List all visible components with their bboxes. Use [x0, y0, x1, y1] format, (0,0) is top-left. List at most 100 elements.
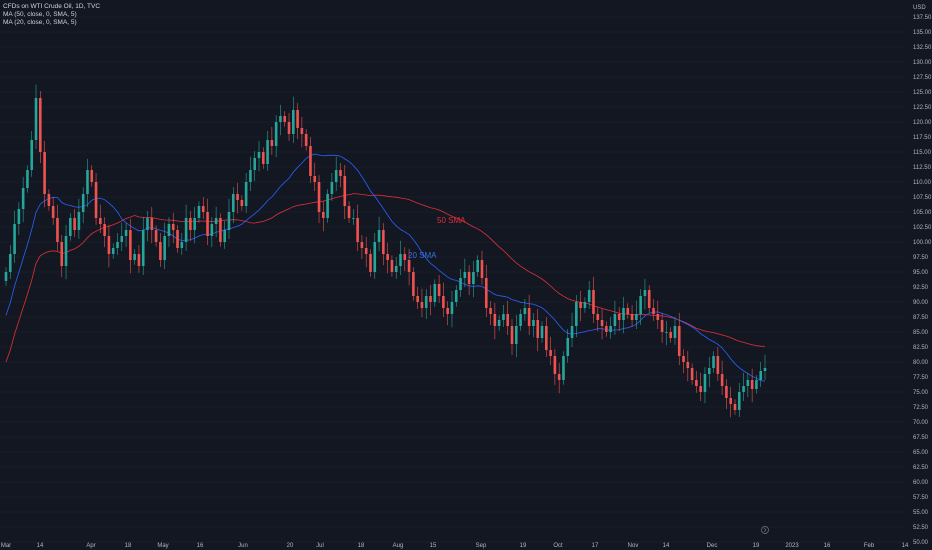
x-tick-label: Mar	[1, 543, 11, 549]
candle-body	[600, 320, 604, 326]
candle-body	[562, 356, 565, 380]
x-tick-label: Feb	[864, 543, 875, 549]
candle-body	[193, 218, 196, 230]
y-tick-label: 82.50	[913, 345, 929, 351]
candle-body	[725, 386, 728, 398]
candle-body	[39, 98, 42, 152]
currency-label: USD	[913, 5, 926, 11]
y-tick-label: 70.00	[913, 420, 929, 426]
ma50-legend[interactable]: MA (50, close, 0, SMA, 5)	[3, 11, 77, 18]
candle-body	[266, 140, 269, 164]
y-tick-label: 85.00	[913, 330, 929, 336]
candle-body	[81, 194, 85, 212]
price-axis[interactable]: 137.50 135.00 132.50 130.00 127.50 125.00 122.…	[913, 15, 932, 546]
candle-body	[287, 122, 291, 134]
y-tick-label: 125.00	[913, 90, 932, 96]
candle-body	[201, 206, 205, 212]
x-tick-label: 2023	[785, 543, 799, 549]
candle-body	[206, 212, 209, 236]
candle-body	[249, 170, 252, 182]
y-tick-label: 137.50	[913, 15, 932, 21]
candle-body	[227, 212, 231, 230]
candle-body	[189, 218, 192, 230]
candle-body	[729, 398, 732, 404]
y-tick-label: 107.50	[913, 195, 932, 201]
y-tick-label: 122.50	[913, 105, 932, 111]
ma20-legend[interactable]: MA (20, close, 0, SMA, 5)	[3, 19, 77, 26]
candle-body	[596, 314, 600, 320]
x-tick-label: Aug	[393, 543, 404, 549]
candle-body	[13, 224, 16, 254]
candle-body	[446, 308, 449, 314]
candle-body	[317, 182, 321, 212]
candle-body	[583, 302, 587, 308]
candle-body	[292, 110, 295, 134]
candle-body	[416, 296, 419, 302]
time-axis[interactable]: Mar 14 Apr 18 May 16 Jun 20 Jul 18 Aug 15 Sep 19 Oct 17…	[1, 543, 909, 549]
candle-body	[459, 278, 462, 290]
candle-body	[682, 356, 685, 362]
y-tick-label: 67.50	[913, 435, 929, 441]
candle-body	[746, 380, 750, 386]
candle-body	[64, 236, 68, 266]
y-tick-label: 130.00	[913, 60, 932, 66]
candle-body	[300, 128, 304, 134]
y-tick-label: 92.50	[913, 285, 929, 291]
candle-body	[412, 272, 415, 296]
chart-legend[interactable]: CFDs on WTI Crude Oil, 1D, TVC MA (50, c…	[3, 3, 100, 27]
candle-body	[523, 308, 527, 314]
x-tick-label: 16	[197, 543, 204, 549]
candle-body	[261, 152, 265, 164]
candle-body	[51, 206, 55, 218]
candle-body	[553, 356, 557, 374]
candle-body	[283, 116, 287, 122]
symbol-title[interactable]: CFDs on WTI Crude Oil, 1D, TVC	[3, 3, 101, 10]
y-tick-label: 117.50	[913, 135, 932, 141]
candle-body	[476, 260, 479, 272]
candle-body	[94, 182, 98, 218]
candle-body	[326, 194, 329, 218]
candle-body	[43, 152, 46, 194]
candle-body	[437, 284, 441, 296]
y-tick-label: 77.50	[913, 375, 929, 381]
candle-body	[386, 254, 389, 260]
candle-body	[214, 218, 218, 224]
candle-body	[99, 218, 102, 224]
x-tick-label: Jul	[316, 543, 324, 549]
x-tick-label: Apr	[86, 543, 95, 549]
candle-body	[309, 146, 312, 176]
candle-body	[424, 296, 428, 308]
y-tick-label: 110.00	[913, 180, 932, 186]
candle-body	[347, 206, 351, 218]
replay-icon[interactable]	[761, 526, 769, 534]
candle-body	[639, 296, 642, 314]
y-tick-label: 65.00	[913, 450, 929, 456]
ma20-path	[5, 153, 766, 382]
y-tick-label: 112.50	[913, 165, 932, 171]
candle-body	[390, 260, 394, 272]
candle-body	[467, 272, 471, 284]
y-tick-label: 52.50	[913, 525, 929, 531]
y-tick-label: 115.00	[913, 150, 932, 156]
candle-body	[699, 386, 702, 392]
candle-body	[647, 290, 651, 308]
candle-body	[77, 212, 81, 230]
candle-body	[244, 182, 248, 206]
candle-body	[617, 314, 621, 320]
y-tick-label: 102.50	[913, 225, 932, 231]
candle-body	[159, 242, 162, 260]
candle-body	[69, 218, 72, 236]
y-tick-label: 100.00	[913, 240, 932, 246]
x-tick-label: 16	[824, 543, 831, 549]
x-tick-label: May	[157, 543, 168, 549]
candle-body	[313, 176, 317, 182]
candle-body	[274, 122, 278, 146]
x-tick-label: 19	[520, 543, 527, 549]
candle-body	[176, 230, 179, 248]
candle-body	[253, 158, 257, 170]
candle-body	[47, 194, 51, 206]
y-tick-label: 50.00	[913, 540, 929, 546]
candle-body	[622, 308, 625, 320]
candle-body	[489, 308, 492, 314]
